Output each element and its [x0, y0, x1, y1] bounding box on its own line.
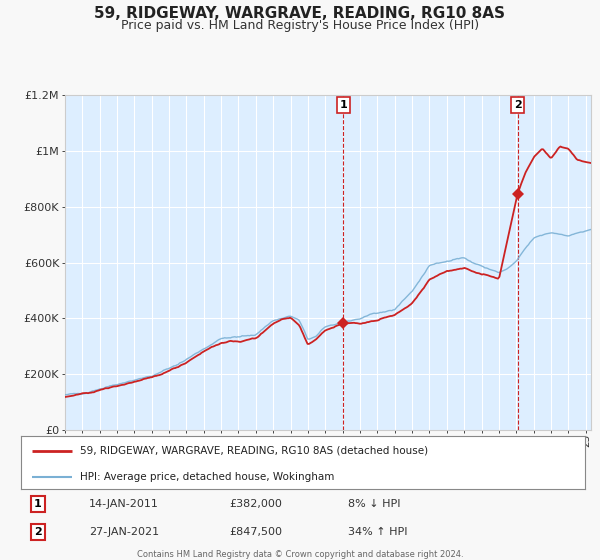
Text: 59, RIDGEWAY, WARGRAVE, READING, RG10 8AS: 59, RIDGEWAY, WARGRAVE, READING, RG10 8A… [95, 6, 505, 21]
Text: 1: 1 [34, 499, 42, 509]
Text: 8% ↓ HPI: 8% ↓ HPI [348, 499, 401, 509]
Text: £847,500: £847,500 [230, 527, 283, 537]
Text: 27-JAN-2021: 27-JAN-2021 [89, 527, 159, 537]
Text: 1: 1 [340, 100, 347, 110]
Text: Contains HM Land Registry data © Crown copyright and database right 2024.
This d: Contains HM Land Registry data © Crown c… [137, 550, 463, 560]
Text: 59, RIDGEWAY, WARGRAVE, READING, RG10 8AS (detached house): 59, RIDGEWAY, WARGRAVE, READING, RG10 8A… [80, 446, 428, 456]
Text: £382,000: £382,000 [230, 499, 283, 509]
Text: 2: 2 [34, 527, 42, 537]
Text: 14-JAN-2011: 14-JAN-2011 [89, 499, 158, 509]
Text: HPI: Average price, detached house, Wokingham: HPI: Average price, detached house, Woki… [80, 472, 335, 482]
Text: Price paid vs. HM Land Registry's House Price Index (HPI): Price paid vs. HM Land Registry's House … [121, 19, 479, 32]
Text: 34% ↑ HPI: 34% ↑ HPI [348, 527, 407, 537]
Text: 2: 2 [514, 100, 521, 110]
